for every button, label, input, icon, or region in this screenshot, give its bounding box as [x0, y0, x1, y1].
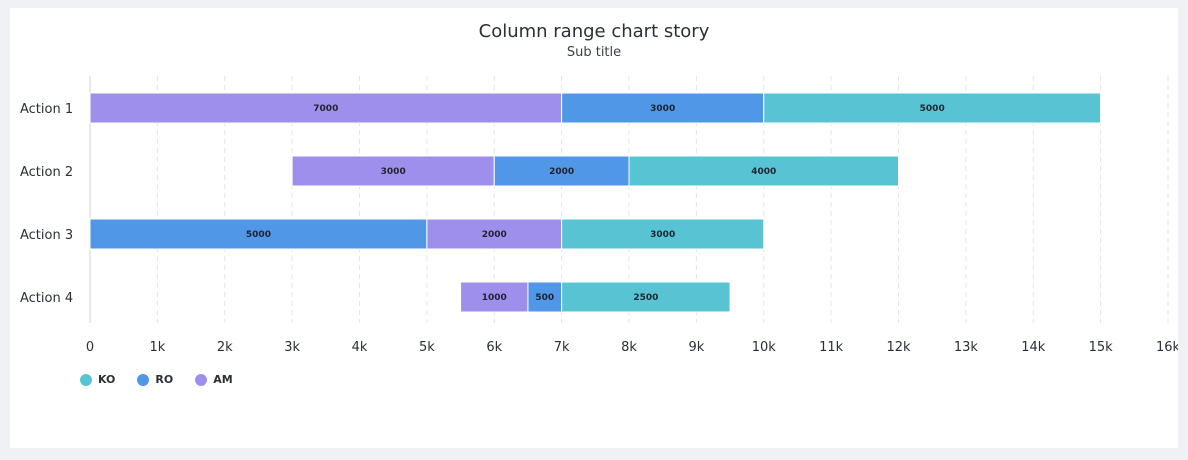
- x-tick-label: 3k: [284, 340, 300, 355]
- category-label: Action 2: [20, 165, 73, 180]
- data-label: 5000: [246, 230, 271, 240]
- x-tick-label: 14k: [1021, 340, 1046, 355]
- chart-legend: KO RO AM: [80, 373, 233, 386]
- x-tick-label: 4k: [352, 340, 368, 355]
- bar-segment: [561, 92, 765, 124]
- x-tick-label: 2k: [217, 340, 233, 355]
- bar-segment: [89, 218, 428, 250]
- legend-item[interactable]: RO: [137, 373, 173, 386]
- x-tick-label: 9k: [688, 340, 704, 355]
- bar-segment: [561, 281, 731, 313]
- data-label: 1000: [482, 293, 507, 303]
- bar-segment: [527, 281, 563, 313]
- category-label: Action 1: [20, 102, 73, 117]
- x-tick-label: 16k: [1156, 340, 1178, 355]
- data-label: 3000: [650, 230, 675, 240]
- x-tick-label: 12k: [886, 340, 911, 355]
- bar-segment: [628, 155, 899, 187]
- bar-segment: [561, 218, 765, 250]
- x-tick-label: 10k: [752, 340, 777, 355]
- x-tick-label: 6k: [486, 340, 502, 355]
- legend-swatch: [195, 373, 208, 386]
- x-tick-label: 5k: [419, 340, 435, 355]
- legend-swatch: [137, 373, 150, 386]
- category-label: Action 3: [20, 228, 73, 243]
- data-label: 2000: [549, 167, 574, 177]
- legend-label: AM: [213, 373, 233, 386]
- x-tick-label: 7k: [554, 340, 570, 355]
- bar-segment: [89, 92, 563, 124]
- x-tick-label: 8k: [621, 340, 637, 355]
- legend-swatch: [80, 373, 92, 386]
- data-label: 5000: [920, 104, 945, 114]
- legend-item[interactable]: AM: [195, 373, 233, 386]
- bar-segment: [426, 218, 563, 250]
- bar-segment: [763, 92, 1102, 124]
- data-label: 2000: [482, 230, 507, 240]
- data-label: 4000: [751, 167, 776, 177]
- chart-subtitle: Sub title: [566, 45, 622, 60]
- x-tick-label: 13k: [954, 340, 979, 355]
- legend-label: RO: [155, 373, 174, 386]
- chart-title: Column range chart story: [478, 21, 710, 42]
- data-label: 3000: [650, 104, 675, 114]
- data-label: 3000: [381, 167, 406, 177]
- x-tick-label: 0: [86, 340, 94, 355]
- x-tick-label: 11k: [819, 340, 844, 355]
- category-label: Action 4: [20, 291, 73, 306]
- bar-segment: [291, 155, 495, 187]
- legend-label: KO: [98, 373, 116, 386]
- data-label: 2500: [633, 293, 658, 303]
- data-label: 7000: [313, 104, 338, 114]
- x-tick-label: 1k: [149, 340, 165, 355]
- chart-card: Column range chart story Sub title 0 1k 2k…: [10, 8, 1178, 448]
- chart-plot-area: 0 1k 2k 3k 4k 5k 6k 7k 8k 9k 10k 11k 12k 13k 14k 15k 16k…: [20, 76, 1178, 355]
- legend-item[interactable]: KO: [80, 373, 115, 386]
- x-tick-label: 15k: [1089, 340, 1114, 355]
- data-label: 500: [535, 293, 554, 303]
